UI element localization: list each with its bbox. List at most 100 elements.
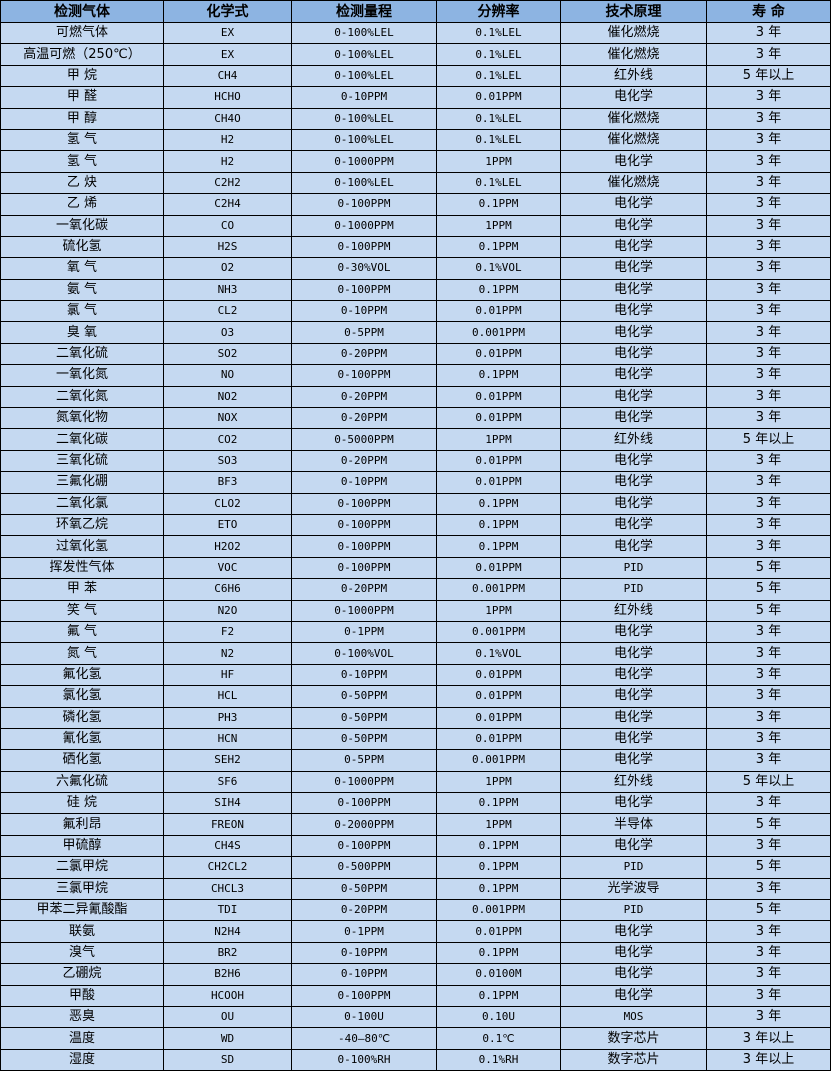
lifespan-cell: 3 年 bbox=[706, 535, 831, 558]
formula-cell: HCL bbox=[163, 685, 292, 708]
resolution-cell: 0.1%LEL bbox=[436, 21, 561, 45]
table-row: 氧 气 O2 0-30%VOL 0.1%VOL 电化学 3 年 bbox=[0, 257, 831, 280]
gas-cell: 磷化氢 bbox=[0, 706, 164, 729]
resolution-cell: 0.01PPM bbox=[436, 300, 561, 323]
formula-cell: PH3 bbox=[163, 706, 292, 729]
range-cell: 0-1000PPM bbox=[291, 150, 437, 173]
principle-cell: 半导体 bbox=[560, 813, 707, 836]
gas-cell: 氯 气 bbox=[0, 300, 164, 323]
lifespan-cell: 3 年 bbox=[706, 984, 831, 1007]
principle-cell: 电化学 bbox=[560, 257, 707, 280]
principle-cell: 电化学 bbox=[560, 620, 707, 644]
resolution-cell: 0.001PPM bbox=[436, 620, 561, 644]
range-cell: 0-100PPM bbox=[291, 492, 437, 515]
lifespan-cell: 3 年以上 bbox=[706, 1048, 831, 1072]
gas-cell: 氟化氢 bbox=[0, 663, 164, 687]
table-row: 氮 气 N2 0-100%VOL 0.1%VOL 电化学 3 年 bbox=[0, 642, 831, 665]
range-cell: 0-20PPM bbox=[291, 342, 437, 366]
formula-cell: H2S bbox=[163, 235, 292, 259]
lifespan-cell: 5 年 bbox=[706, 856, 831, 879]
lifespan-cell: 3 年 bbox=[706, 834, 831, 858]
table-row: 甲苯二异氰酸酯 TDI 0-20PPM 0.001PPM PID 5 年 bbox=[0, 899, 831, 922]
table-row: 三氧化硫 SO3 0-20PPM 0.01PPM 电化学 3 年 bbox=[0, 449, 831, 473]
resolution-cell: 0.01PPM bbox=[436, 706, 561, 729]
resolution-cell: 0.1PPM bbox=[436, 535, 561, 558]
formula-cell: HCHO bbox=[163, 86, 292, 109]
lifespan-cell: 3 年 bbox=[706, 364, 831, 387]
range-cell: 0-100PPM bbox=[291, 513, 437, 537]
table-row: 二氧化硫 SO2 0-20PPM 0.01PPM 电化学 3 年 bbox=[0, 342, 831, 366]
resolution-cell: 0.1℃ bbox=[436, 1027, 561, 1050]
table-row: 臭 氧 O3 0-5PPM 0.001PPM 电化学 3 年 bbox=[0, 321, 831, 344]
table-row: 溴气 BR2 0-10PPM 0.1PPM 电化学 3 年 bbox=[0, 941, 831, 965]
formula-cell: SO3 bbox=[163, 449, 292, 473]
principle-cell: 电化学 bbox=[560, 984, 707, 1007]
lifespan-cell: 3 年 bbox=[706, 278, 831, 302]
lifespan-cell: 3 年 bbox=[706, 963, 831, 986]
range-cell: 0-100PPM bbox=[291, 792, 437, 815]
formula-cell: NO2 bbox=[163, 385, 292, 409]
formula-cell: CH4O bbox=[163, 107, 292, 130]
table-row: 三氟化硼 BF3 0-10PPM 0.01PPM 电化学 3 年 bbox=[0, 471, 831, 494]
table-row: 乙 烯 C2H4 0-100PPM 0.1PPM 电化学 3 年 bbox=[0, 193, 831, 216]
resolution-cell: 0.1PPM bbox=[436, 364, 561, 387]
formula-cell: N2H4 bbox=[163, 920, 292, 943]
gas-cell: 一氧化氮 bbox=[0, 364, 164, 387]
gas-cell: 硒化氢 bbox=[0, 749, 164, 772]
gas-cell: 氢 气 bbox=[0, 128, 164, 152]
formula-cell: CH4 bbox=[163, 64, 292, 88]
range-cell: 0-50PPM bbox=[291, 877, 437, 901]
formula-cell: C2H2 bbox=[163, 171, 292, 195]
formula-cell: OU bbox=[163, 1005, 292, 1029]
resolution-cell: 0.001PPM bbox=[436, 749, 561, 772]
gas-cell: 笑 气 bbox=[0, 599, 164, 622]
header-resolution: 分辨率 bbox=[436, 0, 561, 23]
table-row: 六氟化硫 SF6 0-1000PPM 1PPM 红外线 5 年以上 bbox=[0, 770, 831, 794]
range-cell: 0-100PPM bbox=[291, 834, 437, 858]
table-row: 一氧化碳 CO 0-1000PPM 1PPM 电化学 3 年 bbox=[0, 214, 831, 237]
principle-cell: 电化学 bbox=[560, 941, 707, 965]
gas-cell: 恶臭 bbox=[0, 1005, 164, 1029]
principle-cell: 红外线 bbox=[560, 64, 707, 88]
formula-cell: O3 bbox=[163, 321, 292, 344]
range-cell: 0-1000PPM bbox=[291, 599, 437, 622]
formula-cell: CL2 bbox=[163, 300, 292, 323]
table-row: 三氯甲烷 CHCL3 0-50PPM 0.1PPM 光学波导 3 年 bbox=[0, 877, 831, 901]
resolution-cell: 0.1%VOL bbox=[436, 257, 561, 280]
range-cell: 0-100%LEL bbox=[291, 21, 437, 45]
resolution-cell: 0.01PPM bbox=[436, 449, 561, 473]
gas-cell: 二氯甲烷 bbox=[0, 856, 164, 879]
formula-cell: EX bbox=[163, 43, 292, 66]
table-row: 甲 烷 CH4 0-100%LEL 0.1%LEL 红外线 5 年以上 bbox=[0, 64, 831, 88]
lifespan-cell: 5 年 bbox=[706, 899, 831, 922]
header-formula: 化学式 bbox=[163, 0, 292, 23]
principle-cell: 催化燃烧 bbox=[560, 107, 707, 130]
principle-cell: 电化学 bbox=[560, 471, 707, 494]
resolution-cell: 0.001PPM bbox=[436, 899, 561, 922]
gas-cell: 三氟化硼 bbox=[0, 471, 164, 494]
resolution-cell: 0.01PPM bbox=[436, 685, 561, 708]
gas-cell: 二氧化硫 bbox=[0, 342, 164, 366]
table-row: 氮氧化物 NOX 0-20PPM 0.01PPM 电化学 3 年 bbox=[0, 407, 831, 430]
principle-cell: 电化学 bbox=[560, 706, 707, 729]
resolution-cell: 0.01PPM bbox=[436, 407, 561, 430]
resolution-cell: 0.1%LEL bbox=[436, 43, 561, 66]
range-cell: 0-10PPM bbox=[291, 963, 437, 986]
resolution-cell: 0.01PPM bbox=[436, 342, 561, 366]
lifespan-cell: 5 年 bbox=[706, 578, 831, 601]
principle-cell: 电化学 bbox=[560, 642, 707, 665]
range-cell: 0-2000PPM bbox=[291, 813, 437, 836]
gas-cell: 硫化氢 bbox=[0, 235, 164, 259]
resolution-cell: 0.1%LEL bbox=[436, 64, 561, 88]
gas-cell: 溴气 bbox=[0, 941, 164, 965]
gas-cell: 二氧化氮 bbox=[0, 385, 164, 409]
table-row: 氟利昂 FREON 0-2000PPM 1PPM 半导体 5 年 bbox=[0, 813, 831, 836]
range-cell: 0-10PPM bbox=[291, 471, 437, 494]
gas-cell: 甲硫醇 bbox=[0, 834, 164, 858]
gas-cell: 六氟化硫 bbox=[0, 770, 164, 794]
gas-cell: 一氧化碳 bbox=[0, 214, 164, 237]
principle-cell: 催化燃烧 bbox=[560, 43, 707, 66]
principle-cell: 数字芯片 bbox=[560, 1027, 707, 1050]
formula-cell: EX bbox=[163, 21, 292, 45]
gas-cell: 二氧化氯 bbox=[0, 492, 164, 515]
